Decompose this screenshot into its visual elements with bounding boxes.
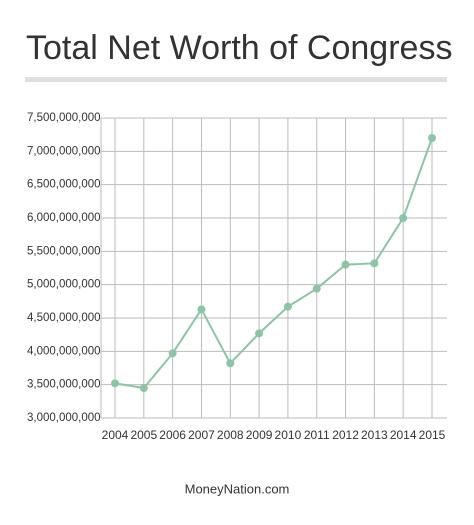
y-tick-label: 4,500,000,000 bbox=[27, 312, 101, 324]
y-tick-label: 4,000,000,000 bbox=[27, 345, 101, 357]
y-tick-label: 5,000,000,000 bbox=[27, 279, 101, 291]
title-rule bbox=[25, 77, 447, 82]
data-point bbox=[341, 260, 350, 269]
y-tick-label: 5,500,000,000 bbox=[27, 245, 101, 257]
footer: MoneyNation.com bbox=[185, 481, 290, 496]
data-point bbox=[255, 329, 264, 338]
x-tick-label: 2005 bbox=[130, 428, 157, 442]
data-point bbox=[197, 305, 206, 314]
x-tick-label: 2007 bbox=[188, 428, 215, 442]
data-point bbox=[370, 259, 379, 268]
x-tick-label: 2009 bbox=[246, 428, 273, 442]
series-line bbox=[114, 137, 433, 390]
chart-title: Total Net Worth of Congress bbox=[26, 29, 452, 67]
y-tick-label: 6,500,000,000 bbox=[27, 179, 101, 191]
data-point bbox=[139, 384, 148, 392]
x-tick-label: 2008 bbox=[217, 428, 244, 442]
data-point bbox=[428, 134, 436, 142]
data-point bbox=[111, 379, 119, 388]
y-tick-label: 6,000,000,000 bbox=[27, 212, 101, 224]
data-point bbox=[226, 359, 235, 368]
data-point bbox=[283, 302, 292, 311]
y-tick-label: 7,500,000,000 bbox=[27, 112, 101, 124]
x-tick-label: 2013 bbox=[361, 428, 388, 442]
x-tick-label: 2012 bbox=[332, 428, 359, 442]
x-tick-label: 2011 bbox=[304, 428, 330, 442]
x-tick-label: 2015 bbox=[419, 428, 446, 442]
y-tick-label: 3,000,000,000 bbox=[27, 412, 101, 424]
data-point bbox=[399, 214, 408, 222]
x-tick-label: 2014 bbox=[390, 428, 417, 442]
data-point bbox=[312, 284, 321, 293]
data-point bbox=[168, 349, 177, 358]
y-tick-label: 3,500,000,000 bbox=[27, 379, 101, 391]
x-tick-label: 2006 bbox=[159, 428, 186, 442]
y-tick-label: 7,000,000,000 bbox=[27, 145, 101, 157]
x-tick-label: 2004 bbox=[102, 428, 129, 442]
x-tick-label: 2010 bbox=[275, 428, 302, 442]
